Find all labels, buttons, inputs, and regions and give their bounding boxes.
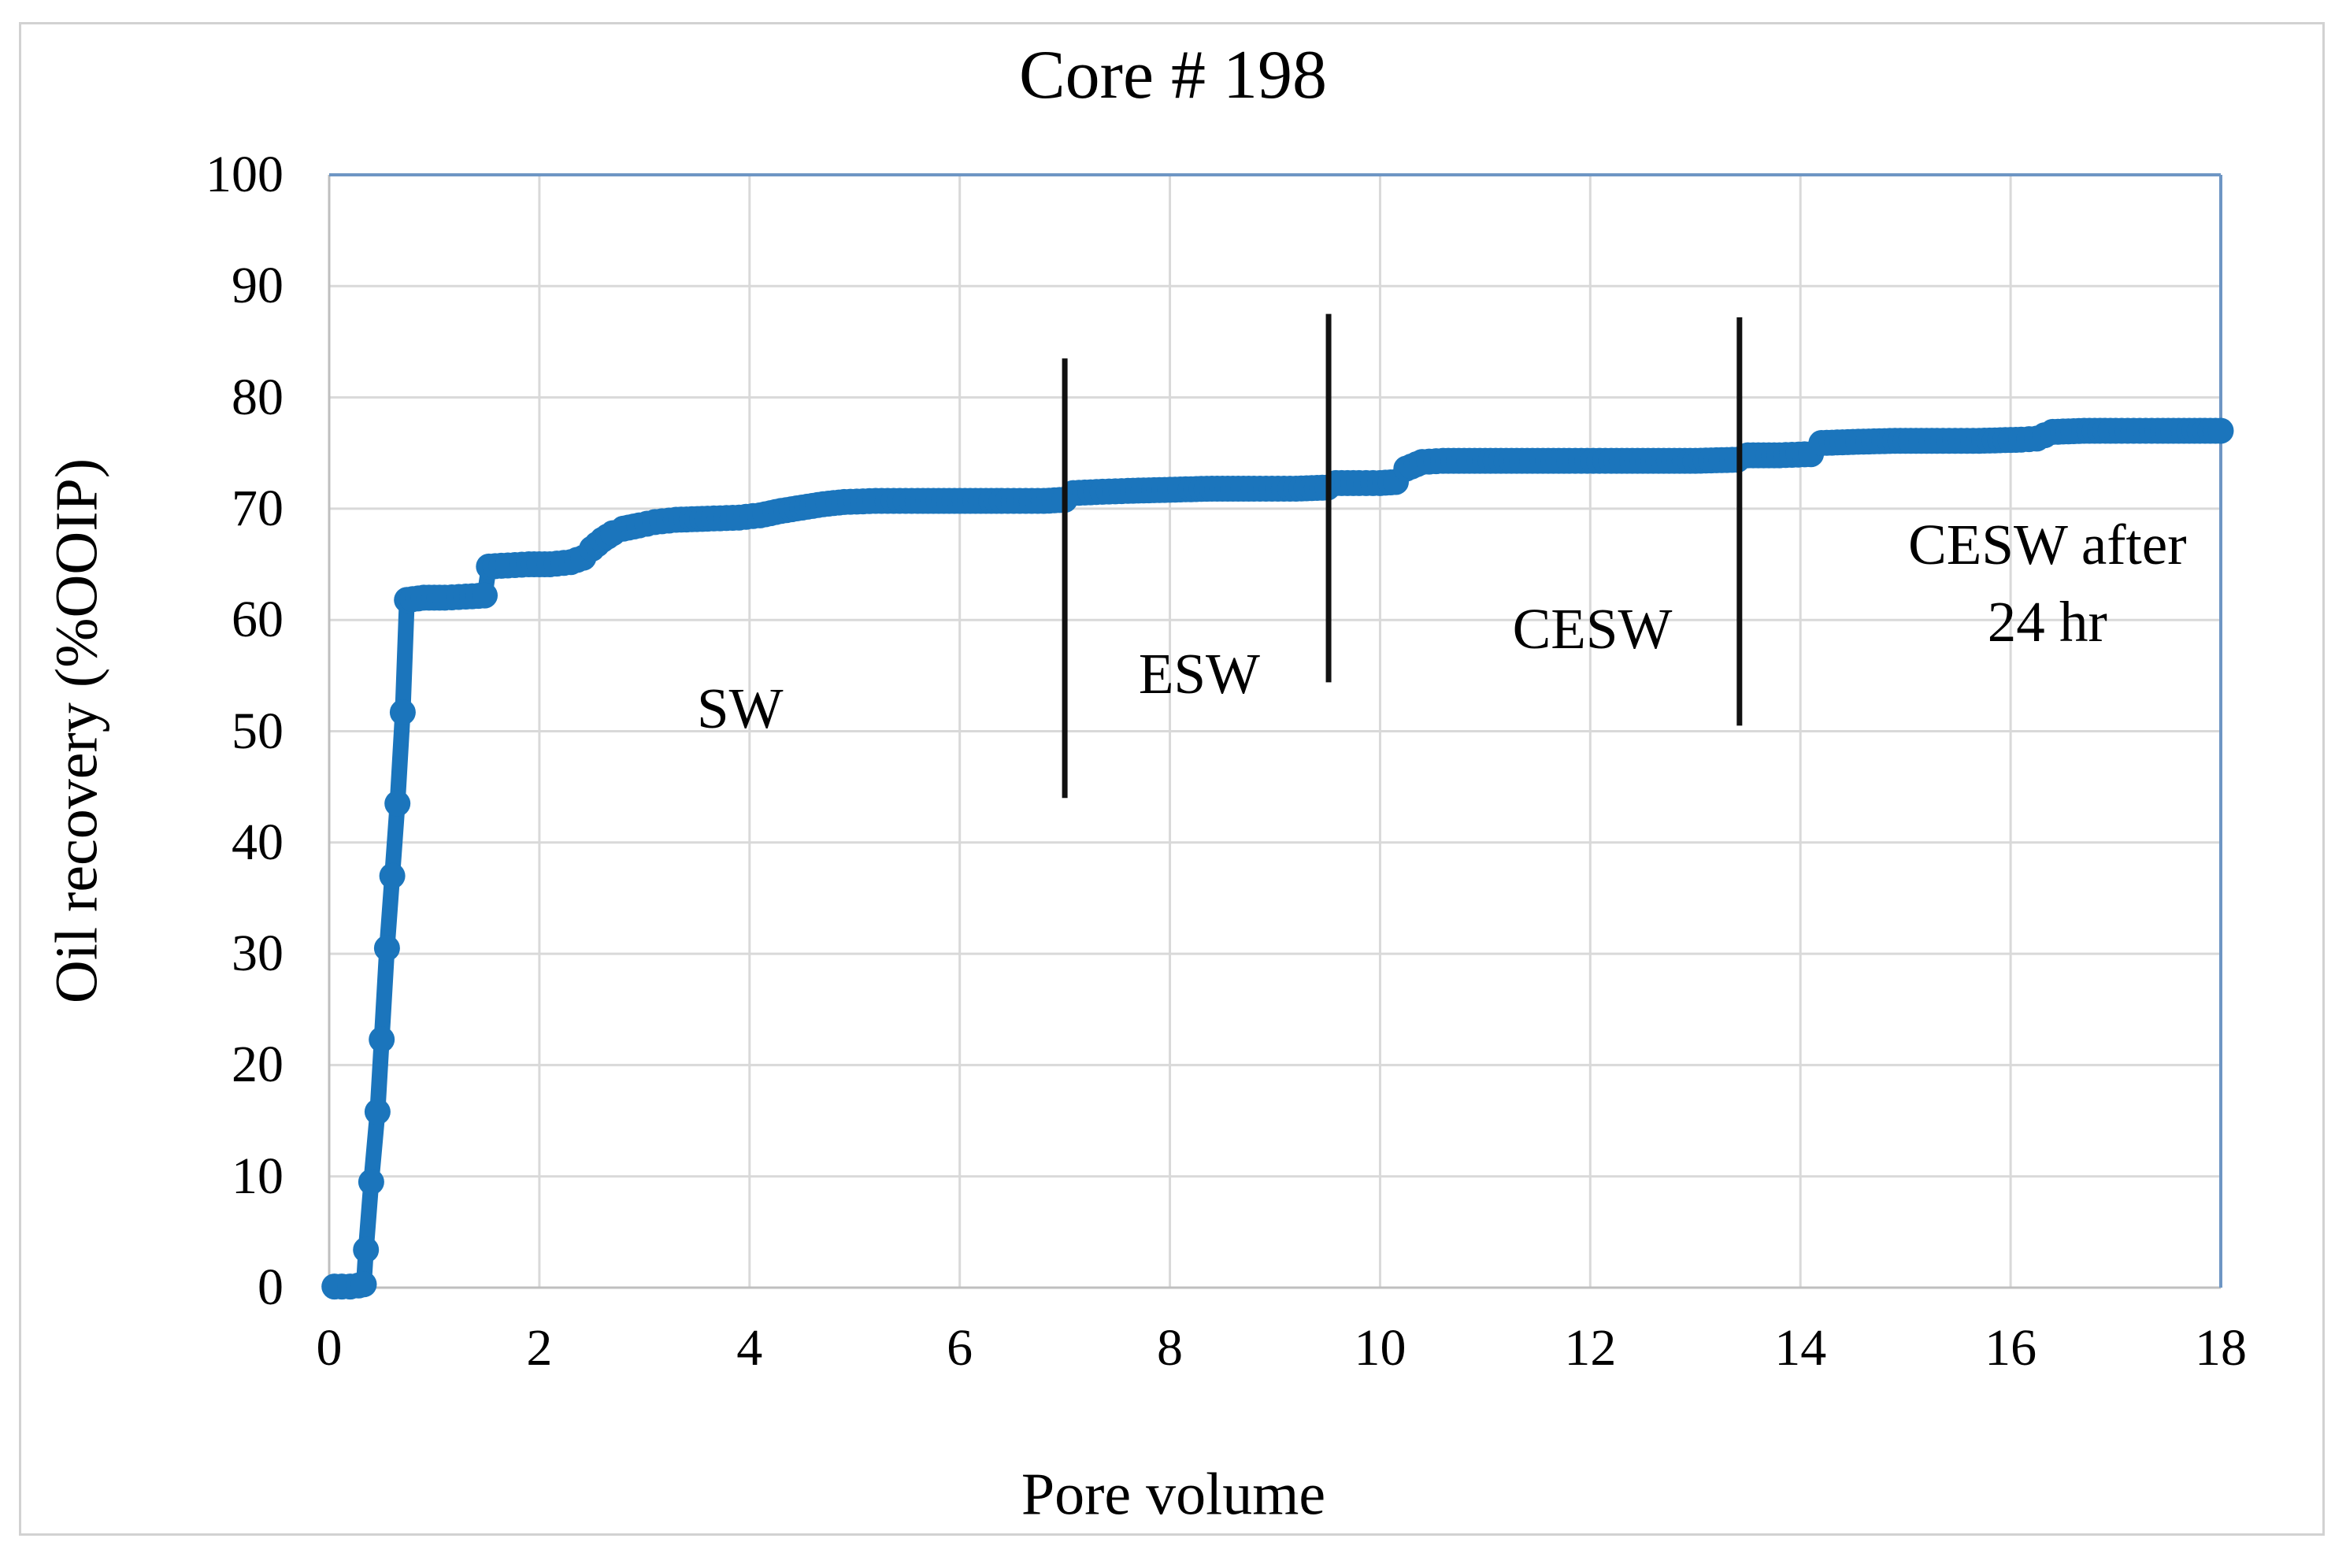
annotation-line: CESW after [1908,512,2187,576]
data-point [358,1169,384,1195]
annotation-esw: ESW [1139,636,1260,713]
y-tick-label: 20 [232,1036,284,1094]
data-point [472,582,498,609]
x-tick-label: 14 [1774,1319,1827,1377]
figure-border [19,22,2325,1536]
x-tick-label: 18 [2195,1319,2247,1377]
x-axis-title: Pore volume [1021,1461,1326,1528]
plot-area [321,173,2234,1300]
y-tick-label: 90 [232,257,284,315]
data-point [353,1236,380,1263]
data-point [384,790,411,817]
x-tick-label: 6 [947,1319,973,1377]
y-tick-label: 50 [232,702,284,760]
x-tick-label: 2 [526,1319,553,1377]
y-tick-label: 10 [232,1147,284,1205]
data-point [389,699,416,725]
data-point [373,935,400,962]
y-tick-label: 70 [232,479,284,537]
data-point [364,1099,391,1125]
y-tick-label: 30 [232,925,284,983]
y-tick-label: 80 [232,368,284,426]
annotation-line: CESW [1512,596,1673,661]
annotation-sw: SW [697,670,784,747]
data-point [350,1271,377,1298]
annotation-cesw-after-24-hr: CESW after 24 hr [1908,506,2186,661]
y-tick-label: 100 [206,146,284,203]
data-point [369,1026,395,1053]
data-point [379,862,406,889]
x-tick-label: 12 [1564,1319,1617,1377]
annotation-line: SW [697,677,784,741]
annotation-line: ESW [1138,642,1260,706]
data-point [2207,417,2234,444]
annotation-line: 24 hr [1987,589,2107,654]
chart-title: Core # 198 [1018,37,1328,113]
x-tick-label: 10 [1354,1319,1406,1377]
y-axis-title: Oil recovery (%OOIP) [43,458,110,1004]
x-tick-label: 8 [1157,1319,1184,1377]
y-tick-label: 60 [232,591,284,649]
x-tick-label: 4 [736,1319,763,1377]
plot-canvas [321,173,2234,1300]
x-tick-label: 0 [316,1319,343,1377]
annotation-cesw: CESW [1513,591,1673,668]
x-tick-label: 16 [1985,1319,2037,1377]
y-tick-label: 0 [258,1258,284,1316]
y-tick-label: 40 [232,813,284,871]
